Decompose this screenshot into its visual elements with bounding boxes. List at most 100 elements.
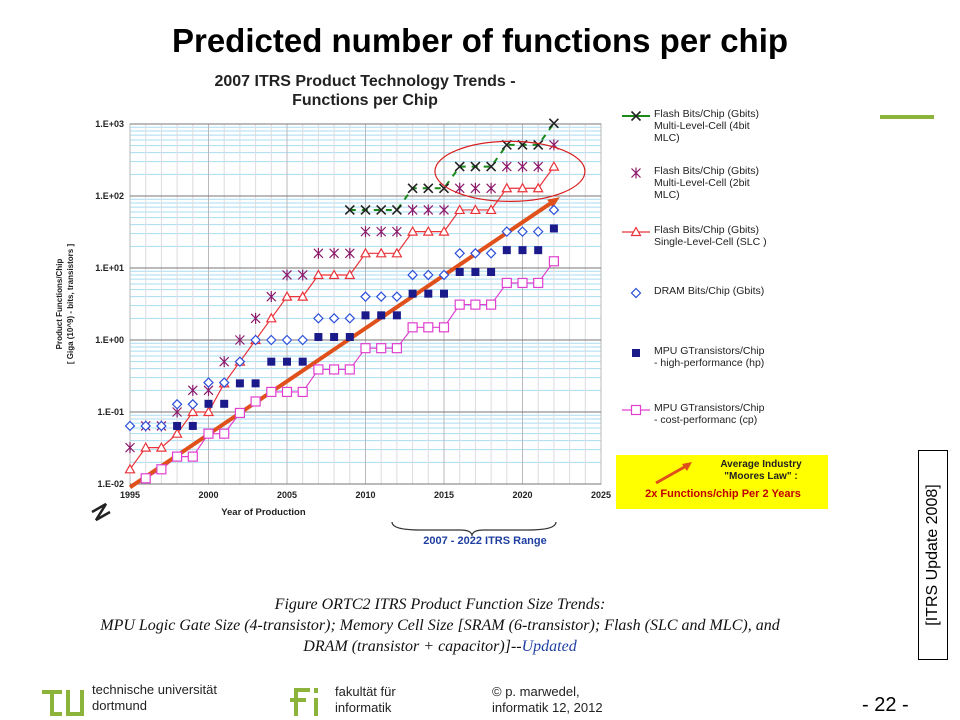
- data-point: [501, 182, 513, 193]
- diamond-marker: [156, 420, 167, 432]
- highlight-ellipse: [434, 140, 586, 202]
- diamond-marker: [407, 269, 418, 281]
- data-point: [234, 407, 245, 419]
- data-point: [532, 226, 544, 237]
- open-square-marker: [630, 404, 642, 416]
- diamond-marker: [250, 334, 261, 346]
- square-marker: [345, 333, 354, 342]
- square-marker: [408, 289, 417, 298]
- data-point: [438, 322, 450, 333]
- x-marker: [630, 110, 642, 122]
- data-point: [328, 312, 340, 324]
- data-point: [313, 247, 324, 259]
- data-point: [471, 267, 480, 276]
- x-tick-label: 2015: [434, 490, 454, 500]
- open-square-marker: [250, 396, 261, 407]
- data-point: [203, 428, 214, 439]
- data-point: [376, 204, 387, 216]
- series-line: [129, 166, 555, 470]
- chart-heading: 2007 ITRS Product Technology Trends - Fu…: [130, 72, 600, 110]
- data-point: [454, 299, 465, 310]
- diamond-marker: [360, 291, 371, 303]
- square-marker: [298, 357, 307, 366]
- triangle-marker: [469, 204, 481, 215]
- data-point: [187, 398, 199, 410]
- open-square-marker: [297, 386, 308, 398]
- fi-logo-icon: [290, 688, 318, 716]
- data-point: [407, 225, 419, 236]
- accent-bar: [880, 115, 934, 119]
- asterisk-marker: [360, 226, 371, 238]
- x-tick-label: 2000: [198, 490, 218, 500]
- data-point: [313, 364, 324, 375]
- data-point: [533, 277, 544, 289]
- axis-break-icon: [91, 502, 111, 522]
- triangle-marker: [375, 247, 387, 258]
- triangle-marker: [281, 290, 293, 301]
- square-marker: [440, 289, 448, 298]
- open-square-marker: [470, 299, 481, 310]
- open-square-marker: [501, 277, 512, 289]
- triangle-marker: [140, 441, 152, 452]
- data-point: [501, 226, 513, 237]
- data-point: [314, 333, 323, 342]
- legend-swatch-icon: [630, 287, 642, 299]
- diamond-marker: [501, 226, 513, 237]
- triangle-marker: [171, 427, 183, 438]
- data-point: [250, 312, 261, 324]
- asterisk-marker: [470, 182, 481, 194]
- square-marker: [518, 246, 527, 255]
- open-square-marker: [376, 343, 387, 354]
- x-tick-label: 2020: [512, 490, 532, 500]
- data-point: [267, 357, 276, 366]
- diamond-marker: [375, 291, 387, 303]
- data-point: [470, 299, 481, 310]
- x-marker: [376, 204, 387, 216]
- square-marker: [251, 379, 260, 388]
- open-square-marker: [140, 473, 151, 484]
- asterisk-marker: [329, 247, 340, 259]
- open-square-marker: [329, 364, 340, 375]
- data-point: [630, 404, 642, 416]
- data-point: [155, 441, 167, 452]
- square-marker: [220, 399, 229, 408]
- square-marker: [314, 333, 323, 342]
- data-point: [344, 364, 355, 375]
- data-point: [391, 291, 403, 303]
- figure-caption: Figure ORTC2 ITRS Product Function Size …: [0, 594, 880, 657]
- open-square-marker: [423, 322, 434, 333]
- data-point: [360, 226, 371, 238]
- square-marker: [267, 357, 276, 366]
- data-point: [297, 334, 309, 346]
- data-point: [203, 377, 214, 388]
- data-point: [630, 226, 642, 237]
- x-tick-label: 1995: [120, 490, 140, 500]
- data-point: [533, 161, 544, 173]
- data-point: [140, 441, 152, 452]
- square-marker: [502, 246, 511, 255]
- diamond-marker: [218, 377, 230, 388]
- diamond-marker: [234, 356, 246, 368]
- asterisk-marker: [501, 161, 512, 173]
- data-point: [376, 343, 387, 354]
- square-marker: [330, 333, 339, 342]
- y-tick-label: 1.E-01: [97, 407, 124, 417]
- legend-label: MPU GTransistors/Chip - high-performance…: [654, 345, 765, 369]
- data-point: [470, 161, 481, 172]
- triangle-marker: [187, 406, 199, 417]
- diamond-marker: [548, 204, 560, 216]
- data-point: [470, 247, 481, 259]
- asterisk-marker: [423, 204, 434, 216]
- x-tick-label: 2005: [277, 490, 297, 500]
- triangle-marker: [344, 269, 356, 280]
- asterisk-marker: [282, 269, 292, 281]
- square-marker: [632, 349, 640, 357]
- author-credit: © p. marwedel, informatik 12, 2012: [492, 684, 603, 715]
- data-point: [391, 226, 402, 238]
- asterisk-marker: [125, 442, 135, 454]
- triangle-marker: [485, 204, 497, 215]
- moores-law-arrow-icon: [655, 462, 692, 485]
- x-tick-label: 2010: [355, 490, 375, 500]
- asterisk-marker: [439, 204, 449, 216]
- data-point: [218, 377, 230, 388]
